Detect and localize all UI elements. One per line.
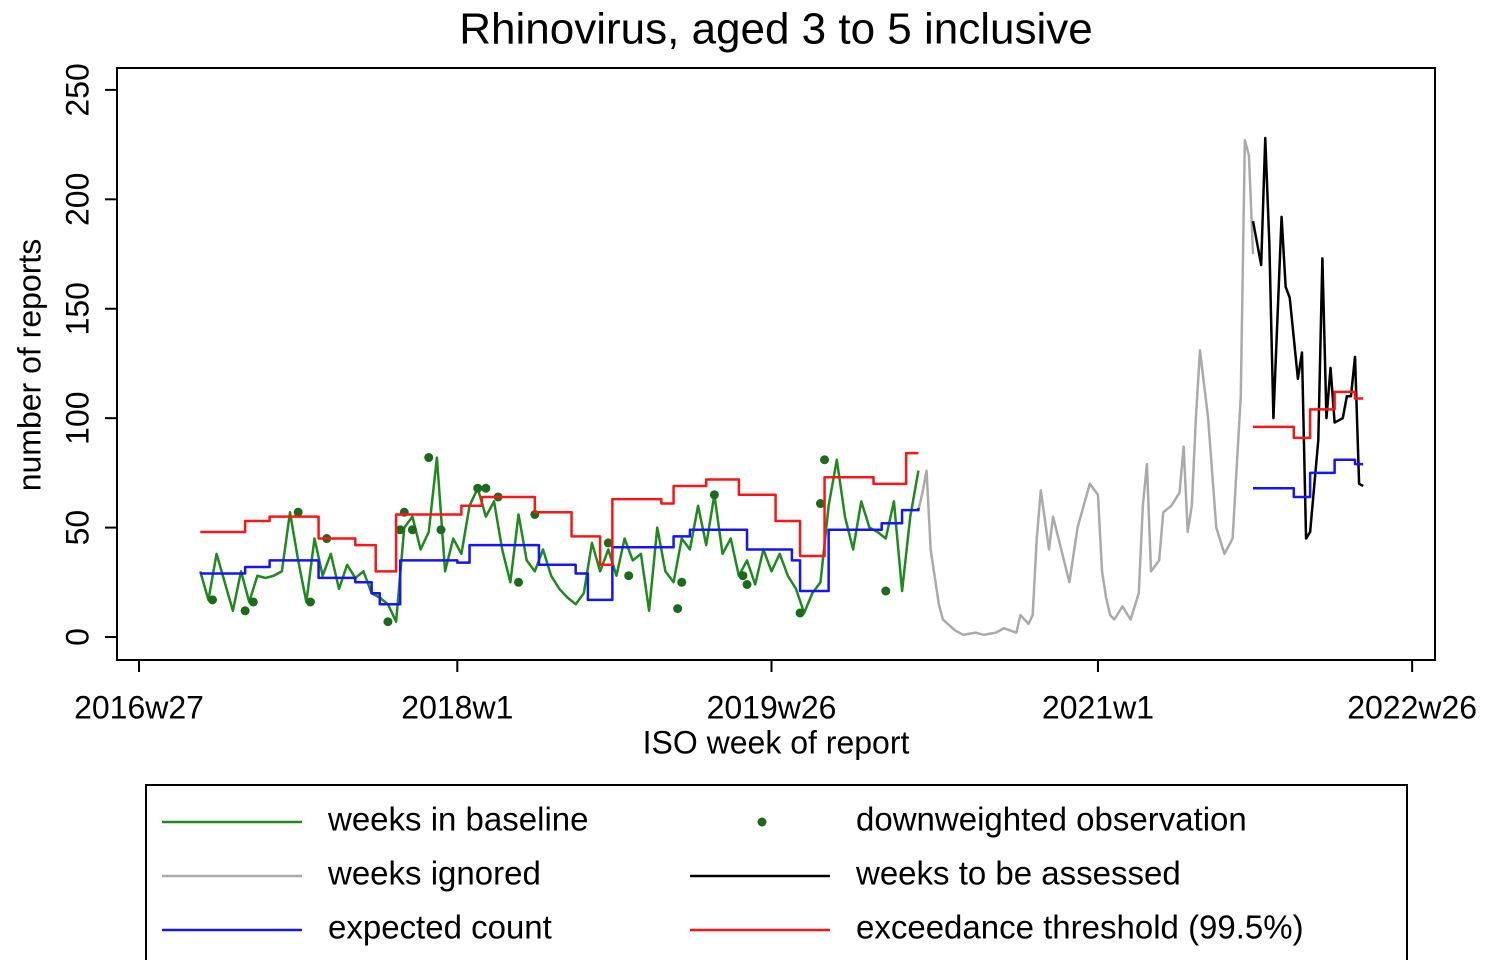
legend-label: weeks ignored: [327, 855, 541, 892]
data-point: [624, 571, 634, 581]
series-line: [917, 138, 1255, 637]
data-point: [207, 595, 217, 605]
series-line: [199, 456, 920, 623]
legend-marker: [757, 817, 767, 827]
x-tick-label: 2018w1: [401, 689, 513, 725]
y-tick-label: 250: [59, 63, 95, 116]
data-point: [603, 538, 613, 548]
data-point: [383, 617, 393, 627]
y-tick-label: 100: [59, 391, 95, 444]
plot-frame: [116, 67, 1436, 661]
x-tick-label: 2021w1: [1042, 689, 1154, 725]
x-tick-label: 2022w26: [1347, 689, 1477, 725]
legend-label: downweighted observation: [856, 801, 1247, 838]
x-axis-label: ISO week of report: [643, 724, 910, 760]
data-point: [248, 597, 258, 607]
y-tick-label: 200: [59, 173, 95, 226]
series-line: [200, 451, 919, 573]
series-line: [1253, 458, 1364, 499]
y-axis-label: number of reports: [11, 239, 47, 492]
data-point: [673, 604, 683, 614]
legend-label: exceedance threshold (99.5%): [856, 909, 1304, 946]
data-point: [677, 577, 687, 587]
data-point: [481, 483, 491, 493]
data-point: [738, 571, 748, 581]
x-tick-label: 2019w26: [707, 689, 837, 725]
legend-label: weeks in baseline: [327, 801, 589, 838]
data-point: [742, 579, 752, 589]
data-point: [407, 525, 417, 535]
series-line: [1253, 390, 1364, 440]
data-point: [305, 597, 315, 607]
data-point: [395, 525, 405, 535]
data-point: [881, 586, 891, 596]
y-tick-label: 0: [59, 628, 95, 646]
series-line: [1251, 136, 1364, 540]
data-point: [820, 455, 830, 465]
data-point: [240, 606, 250, 616]
data-point: [795, 608, 805, 618]
data-point: [424, 453, 434, 463]
data-point: [473, 483, 483, 493]
legend-label: weeks to be assessed: [855, 855, 1181, 892]
y-tick-label: 150: [59, 282, 95, 335]
data-point: [815, 499, 825, 509]
legend-label: expected count: [328, 909, 552, 946]
x-tick-label: 2016w27: [74, 689, 204, 725]
data-point: [293, 507, 303, 517]
data-point: [514, 577, 524, 587]
legend-frame: [145, 784, 1408, 960]
data-point: [709, 490, 719, 500]
data-point: [436, 525, 446, 535]
y-tick-label: 50: [59, 510, 95, 546]
chart-title: Rhinovirus, aged 3 to 5 inclusive: [459, 5, 1092, 54]
series-line: [200, 507, 920, 606]
